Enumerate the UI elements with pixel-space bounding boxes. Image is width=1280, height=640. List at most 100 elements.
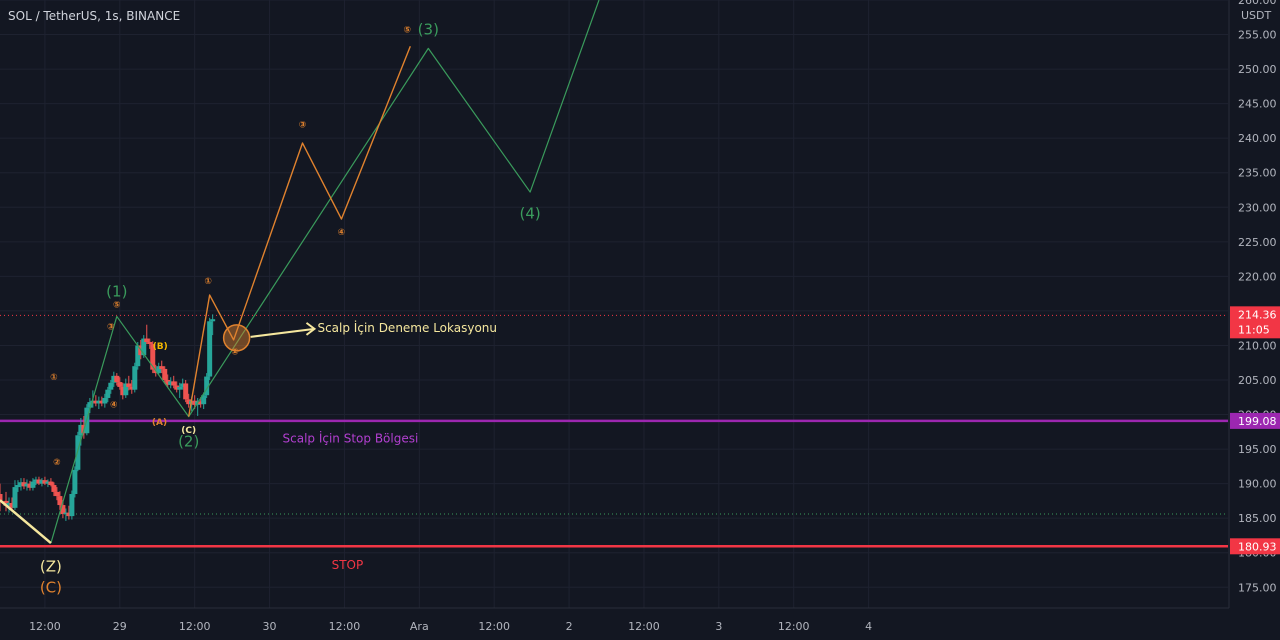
x-tick-label: 12:00	[179, 620, 211, 633]
chart-title: SOL / TetherUS, 1s, BINANCE	[8, 9, 181, 23]
scalp-arrow-line[interactable]	[250, 327, 315, 338]
wave-paths	[0, 0, 600, 545]
candle-body	[120, 386, 126, 396]
y-tick-label: 175.00	[1238, 581, 1277, 594]
scalp-location-marker[interactable]	[222, 324, 251, 352]
wave-label: ①	[204, 277, 212, 287]
price-axis[interactable]: 175.00180.00185.00190.00195.00200.00205.…	[1228, 0, 1280, 640]
candle-body	[156, 366, 162, 374]
candle-body	[126, 383, 132, 387]
candle-body	[21, 482, 27, 487]
x-tick-label: 2	[566, 620, 573, 633]
candle-body	[117, 382, 123, 387]
candle-body	[183, 383, 189, 400]
price-badge-text: 180.93	[1238, 540, 1277, 553]
y-tick-label: 220.00	[1238, 270, 1277, 283]
candle-body	[198, 401, 204, 405]
wave-label: ④	[110, 401, 118, 411]
wave-label: ①	[50, 373, 58, 383]
y-tick-label: 235.00	[1238, 167, 1277, 180]
y-tick-label: 225.00	[1238, 236, 1277, 249]
price-badge-text: 199.08	[1238, 415, 1277, 428]
wave-label: (3)	[418, 21, 439, 39]
candle-body	[180, 383, 186, 387]
wave-label: (B)	[153, 342, 168, 352]
candle-body	[57, 496, 63, 506]
candle-body	[36, 479, 42, 484]
candle-body	[144, 338, 150, 342]
wave-label: (C)	[181, 426, 196, 436]
scalp-arrow-head-icon	[305, 322, 317, 336]
candle-body	[39, 480, 45, 484]
x-tick-label: 4	[865, 620, 872, 633]
candles	[0, 314, 216, 521]
wave-label: ⑤	[404, 25, 412, 35]
candle-body	[15, 485, 21, 488]
candle-body	[186, 399, 192, 405]
wave-label: ③	[107, 322, 115, 332]
candle-body	[168, 381, 174, 385]
green-wave-line[interactable]	[50, 0, 600, 544]
y-tick-label: 240.00	[1238, 132, 1277, 145]
y-tick-label: 250.00	[1238, 63, 1277, 76]
wave-label: (1)	[106, 283, 127, 301]
unit-label: USDT	[1241, 9, 1272, 22]
candle-body	[87, 402, 93, 408]
time-axis[interactable]: 12:00 29 12:00 30 12:00 Ara 12:00 2 12:00 3 12:00 4	[0, 607, 1229, 640]
annotations: Scalp İçin Deneme Lokasyonu Scalp İçin St…	[283, 320, 498, 572]
annotation-text: Scalp İçin Deneme Lokasyonu	[317, 320, 497, 335]
x-tick-label: Ara	[410, 620, 429, 633]
candle-body	[42, 480, 48, 484]
wave-label: (A)	[152, 418, 167, 428]
x-tick-label: 12:00	[628, 620, 660, 633]
candle-body	[27, 483, 33, 488]
candle-body	[105, 389, 111, 398]
candle-body	[30, 481, 36, 488]
candle-body	[174, 385, 180, 390]
wave-label: (Z)	[40, 558, 62, 576]
x-tick-label: 12:00	[778, 620, 810, 633]
x-tick-label: 30	[263, 620, 277, 633]
x-tick-label: 3	[715, 620, 722, 633]
wave-label: (2)	[178, 432, 199, 450]
candle-body	[201, 395, 207, 405]
candle-body	[45, 481, 51, 484]
annotation-text: Scalp İçin Stop Bölgesi	[283, 431, 419, 446]
yellow-trend-line[interactable]	[0, 499, 52, 545]
price-badge-current_price	[1230, 306, 1280, 339]
candle-body	[93, 400, 99, 404]
price-badge-text: 214.36	[1238, 308, 1277, 321]
wave-label: (4)	[520, 204, 541, 222]
candle-body	[18, 482, 24, 486]
candle-body	[33, 479, 39, 482]
orange-wave-line[interactable]	[188, 46, 411, 417]
candle-body	[204, 376, 210, 396]
wave-label: ③	[299, 121, 307, 131]
candle-body	[60, 505, 66, 515]
x-tick-label: 12:00	[329, 620, 361, 633]
candle-body	[132, 366, 138, 390]
y-tick-label: 230.00	[1238, 201, 1277, 214]
candle-body	[54, 491, 60, 497]
y-tick-label: 205.00	[1238, 374, 1277, 387]
candle-body	[210, 319, 216, 322]
unit-label-box	[1237, 6, 1269, 23]
y-tick-label: 255.00	[1238, 29, 1277, 42]
candle-body	[66, 512, 72, 517]
candle-body	[0, 494, 3, 501]
countdown-text: 11:05	[1238, 323, 1270, 336]
candle-body	[162, 368, 168, 380]
wave-label: (C)	[40, 578, 62, 596]
price-badge-stop_zone	[1230, 412, 1280, 429]
candle-body	[9, 502, 15, 508]
candle-body	[114, 375, 120, 383]
candle-body	[108, 382, 114, 390]
candle-body	[171, 381, 177, 386]
wave-label: ②	[231, 347, 239, 357]
candle-body	[69, 494, 75, 517]
horizontal-levels	[0, 314, 1228, 548]
candle-body	[99, 400, 105, 404]
